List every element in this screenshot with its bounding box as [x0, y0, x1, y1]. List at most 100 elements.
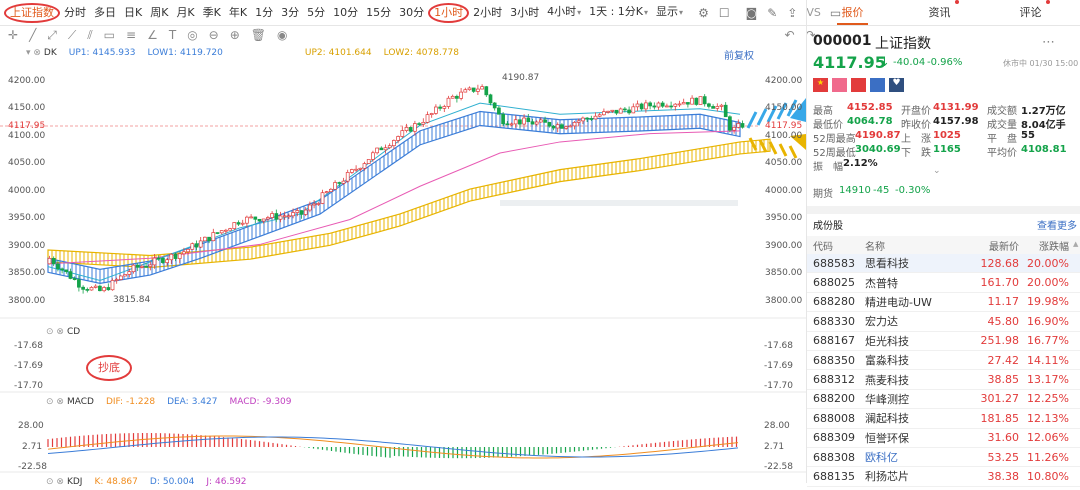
circle-icon[interactable]: ◎ — [187, 28, 198, 42]
period-rik[interactable]: 日K — [124, 5, 143, 19]
period-1h[interactable]: 1小时 — [428, 2, 470, 23]
row-price: 38.38 — [987, 469, 1020, 483]
doc-icon[interactable] — [851, 78, 866, 92]
see-more-link[interactable]: 查看更多 — [1037, 221, 1077, 232]
ma-line — [47, 130, 741, 265]
period-zhouk[interactable]: 周K — [150, 5, 169, 19]
candle — [274, 213, 279, 220]
period-10m[interactable]: 10分 — [333, 5, 359, 19]
share-icon[interactable]: ⇪ — [787, 5, 798, 20]
more-icon[interactable]: ⋯ — [1042, 35, 1055, 50]
table-row[interactable]: 688350 富淼科技 27.42 14.11% — [807, 351, 1080, 371]
candle — [85, 289, 90, 291]
candle — [337, 182, 342, 184]
table-row[interactable]: 688025 杰普特 161.70 20.00% — [807, 273, 1080, 293]
header-name[interactable]: 名称 — [865, 241, 885, 253]
j-label: J: — [206, 477, 213, 487]
value-futures-change: -45 — [873, 185, 890, 196]
checkbox-icon[interactable]: ☐ — [718, 5, 730, 20]
axis-label: -17.69 — [764, 361, 794, 371]
label-volume: 成交量 — [987, 120, 1017, 131]
restore-button[interactable]: 前复权 — [724, 51, 754, 62]
table-row[interactable]: 688312 燕麦科技 38.85 13.17% — [807, 370, 1080, 390]
table-row[interactable]: 688167 炬光科技 251.98 16.77% — [807, 332, 1080, 351]
tab-news[interactable]: 资讯 — [898, 0, 989, 25]
scroll-up-icon[interactable]: ▲ — [1073, 240, 1079, 248]
candle — [64, 269, 69, 272]
display-menu[interactable]: 显示 — [652, 0, 687, 26]
table-row[interactable]: 688583 思看科技 128.68 20.00% — [807, 254, 1080, 274]
tab-comments[interactable]: 评论 — [989, 0, 1080, 25]
channel-icon[interactable]: ⫽ — [87, 27, 93, 42]
axis-label: -17.70 — [764, 381, 794, 391]
table-row[interactable]: 688135 利扬芯片 38.38 10.80% — [807, 467, 1080, 487]
tab-quote[interactable]: 报价 — [807, 0, 898, 25]
period-15m[interactable]: 15分 — [366, 5, 392, 19]
measure-icon[interactable]: ∠ — [147, 28, 158, 42]
table-row[interactable]: 688308 欧科亿 53.25 11.26% — [807, 448, 1080, 468]
period-3m[interactable]: 3分 — [281, 5, 300, 19]
trash-icon[interactable]: 🗑 — [250, 28, 267, 42]
arrow-mark — [756, 108, 768, 126]
arrow-mark — [766, 105, 778, 123]
collapse-icon[interactable]: ▾ ⊗ — [26, 48, 41, 58]
rect-tool-icon[interactable]: ▭ — [103, 28, 116, 42]
table-row[interactable]: 688008 澜起科技 181.85 12.13% — [807, 409, 1080, 429]
period-2h[interactable]: 2小时 — [473, 5, 503, 19]
magnet-icon[interactable]: ⊖ — [208, 28, 219, 42]
period-niank[interactable]: 年K — [228, 5, 248, 19]
period-duori[interactable]: 多日 — [94, 5, 116, 19]
candle — [207, 236, 211, 242]
chart-canvas[interactable] — [0, 0, 806, 483]
hk-icon[interactable] — [832, 78, 847, 92]
label-avg: 平均价 — [987, 148, 1017, 159]
header-change[interactable]: 涨跌幅 — [1039, 241, 1069, 253]
header-price[interactable]: 最新价 — [989, 241, 1019, 253]
crosshair-icon[interactable]: ✛ — [8, 28, 19, 42]
undo-icon[interactable]: ↶ — [784, 28, 795, 42]
period-yuek[interactable]: 月K — [176, 5, 195, 19]
polyline-icon[interactable]: ⟋ — [67, 27, 77, 42]
line-tool-icon[interactable]: ╱ — [29, 28, 37, 42]
table-row[interactable]: 688330 宏力达 45.80 16.90% — [807, 312, 1080, 332]
period-30m[interactable]: 30分 — [399, 5, 425, 19]
layout-icon[interactable]: ▭ — [829, 5, 842, 20]
redo-icon[interactable]: ↷ — [805, 28, 816, 42]
period-fenshi[interactable]: 分时 — [64, 5, 86, 19]
header-code[interactable]: 代码 — [813, 241, 833, 253]
vs-button[interactable]: VS — [806, 5, 821, 19]
text-tool-icon[interactable]: T — [168, 28, 177, 42]
axis-label: 3950.00 — [765, 213, 803, 223]
period-jik[interactable]: 季K — [202, 5, 221, 19]
label-low: 最低价 — [813, 120, 843, 131]
kdj-name: KDJ — [66, 477, 83, 487]
fib-icon[interactable]: ≡ — [126, 28, 137, 42]
period-5m[interactable]: 5分 — [307, 5, 326, 19]
heart-icon[interactable]: ♥ — [889, 78, 904, 92]
camera-icon[interactable]: ◙ — [745, 5, 758, 20]
candle — [257, 218, 262, 222]
collapse-icon[interactable]: ⊙ ⊗ — [46, 397, 64, 407]
candle — [224, 229, 228, 232]
list-icon[interactable] — [870, 78, 885, 92]
collapse-icon[interactable]: ⊙ ⊗ — [46, 477, 64, 487]
settings-icon[interactable]: ⚙ — [698, 5, 709, 20]
row-change: 20.00% — [1027, 256, 1069, 270]
table-row[interactable]: 688280 精进电动-UW 11.17 19.98% — [807, 293, 1080, 313]
candle — [484, 86, 489, 96]
lock-icon[interactable]: ⊕ — [229, 28, 240, 42]
collapse-icon[interactable]: ⊙ ⊗ — [46, 327, 64, 337]
period-3h[interactable]: 3小时 — [510, 5, 540, 19]
stock-name: 上证指数 — [875, 36, 931, 52]
label-futures: 期货 — [813, 189, 833, 200]
table-row[interactable]: 688200 华峰测控 301.27 12.25% — [807, 390, 1080, 410]
period-4h[interactable]: 4小时 — [543, 0, 585, 26]
index-tab[interactable]: 上证指数 — [4, 2, 60, 23]
period-1m[interactable]: 1分 — [255, 5, 274, 19]
table-row[interactable]: 688309 恒誉环保 31.60 12.06% — [807, 429, 1080, 448]
range-select[interactable]: 1天 : 1分K — [585, 0, 652, 26]
pencil-icon[interactable]: ✎ — [767, 5, 778, 20]
ray-tool-icon[interactable]: ⤢ — [47, 27, 57, 42]
expand-icon[interactable]: ⌄ — [933, 166, 941, 176]
eye-icon[interactable]: ◉ — [277, 28, 288, 42]
